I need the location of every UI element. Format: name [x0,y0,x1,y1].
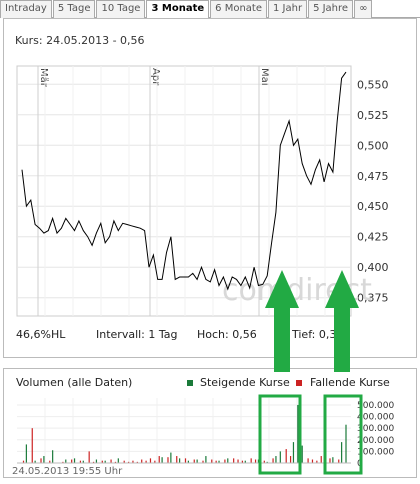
price-y-tick: 0,450 [357,200,389,213]
volume-title: Volumen (alle Daten) [16,376,133,389]
tab-6-monate[interactable]: 6 Monate [210,0,267,18]
tab-5-jahre[interactable]: 5 Jahre [308,0,354,18]
legend-up-label: Steigende Kurse [200,376,290,389]
price-y-tick: 0,375 [357,292,389,305]
price-y-tick: 0,425 [357,231,389,244]
hl-stat: 46,6%HL [16,328,66,341]
highlight-box-right [323,394,363,475]
highlight-box-left [258,394,302,475]
price-y-tick: 0,550 [357,78,389,91]
high-stat: Hoch: 0,56 [197,328,257,341]
volume-y-tick: 500.000 [357,401,394,411]
month-label: Apr [150,68,161,86]
price-y-tick: 0,400 [357,261,389,274]
volume-y-tick: 100.000 [357,447,394,457]
green-arrow-left-icon [265,270,299,372]
price-y-tick: 0,525 [357,109,389,122]
price-y-tick: 0,475 [357,170,389,183]
legend-down-swatch [296,380,302,386]
price-y-tick: 0,500 [357,139,389,152]
low-stat: Tief: 0,3 [292,328,336,341]
tab-5-tage[interactable]: 5 Tage [52,0,96,18]
tab-1-jahr[interactable]: 1 Jahr [267,0,308,18]
interval-stat: Intervall: 1 Tag [96,328,178,341]
timeframe-tabs: Intraday 5 Tage 10 Tage 3 Monate 6 Monat… [0,0,420,18]
volume-y-tick: 400.000 [357,413,394,423]
legend-down-label: Fallende Kurse [310,376,390,389]
tab-3-monate[interactable]: 3 Monate [146,0,210,18]
tab-10-tage[interactable]: 10 Tage [96,0,146,18]
price-header: Kurs: 24.05.2013 - 0,56 [15,34,145,47]
tab-intraday[interactable]: Intraday [0,0,52,18]
volume-y-tick: 200.000 [357,436,394,446]
tab-max[interactable]: ∞ [354,0,373,18]
month-label: Mai [259,68,270,86]
price-line [21,71,347,291]
month-label: Mär [38,68,49,88]
timestamp: 24.05.2013 19:55 Uhr [12,466,123,477]
legend-up-swatch [187,380,193,386]
plot-frame [16,65,352,317]
green-arrow-right-icon [325,270,359,372]
volume-y-tick: 300.000 [357,424,394,434]
